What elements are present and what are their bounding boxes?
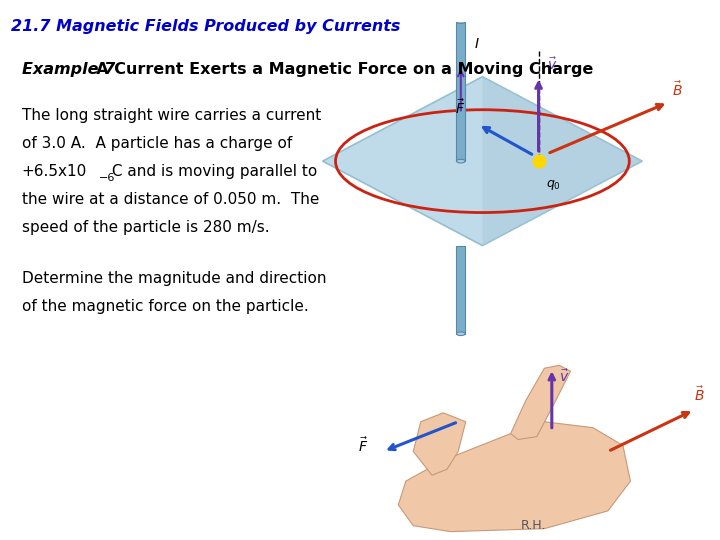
Polygon shape [510, 365, 570, 440]
Text: speed of the particle is 280 m/s.: speed of the particle is 280 m/s. [22, 220, 269, 235]
Text: The long straight wire carries a current: The long straight wire carries a current [22, 108, 321, 123]
Ellipse shape [456, 332, 465, 335]
Text: −6: −6 [99, 173, 115, 183]
Text: $\vec{F}$: $\vec{F}$ [358, 436, 369, 455]
Text: of the magnetic force on the particle.: of the magnetic force on the particle. [22, 299, 308, 314]
Text: +6.5x10: +6.5x10 [22, 164, 87, 179]
Ellipse shape [456, 159, 465, 163]
Text: of 3.0 A.  A particle has a charge of: of 3.0 A. A particle has a charge of [22, 136, 292, 151]
Text: $I$: $I$ [474, 37, 480, 51]
Text: $\vec{v}$: $\vec{v}$ [559, 368, 570, 385]
Polygon shape [323, 77, 642, 246]
Polygon shape [482, 77, 642, 246]
Text: Example 7: Example 7 [22, 62, 115, 77]
Polygon shape [413, 413, 466, 475]
Text: $q_0$: $q_0$ [546, 178, 562, 192]
Text: 21.7 Magnetic Fields Produced by Currents: 21.7 Magnetic Fields Produced by Current… [11, 19, 400, 34]
Ellipse shape [456, 20, 465, 23]
Polygon shape [398, 422, 631, 531]
Text: the wire at a distance of 0.050 m.  The: the wire at a distance of 0.050 m. The [22, 192, 319, 207]
Text: $\vec{F}$: $\vec{F}$ [455, 98, 465, 117]
Text: C and is moving parallel to: C and is moving parallel to [107, 164, 317, 179]
Polygon shape [456, 22, 465, 161]
Text: $\vec{B}$: $\vec{B}$ [694, 386, 705, 404]
Polygon shape [456, 246, 465, 334]
Text: A Current Exerts a Magnetic Force on a Moving Charge: A Current Exerts a Magnetic Force on a M… [85, 62, 593, 77]
Text: Determine the magnitude and direction: Determine the magnitude and direction [22, 271, 326, 286]
Text: R.H.: R.H. [521, 518, 546, 531]
Text: $\vec{B}$: $\vec{B}$ [672, 80, 683, 99]
Text: $\vec{v}$: $\vec{v}$ [547, 56, 557, 73]
